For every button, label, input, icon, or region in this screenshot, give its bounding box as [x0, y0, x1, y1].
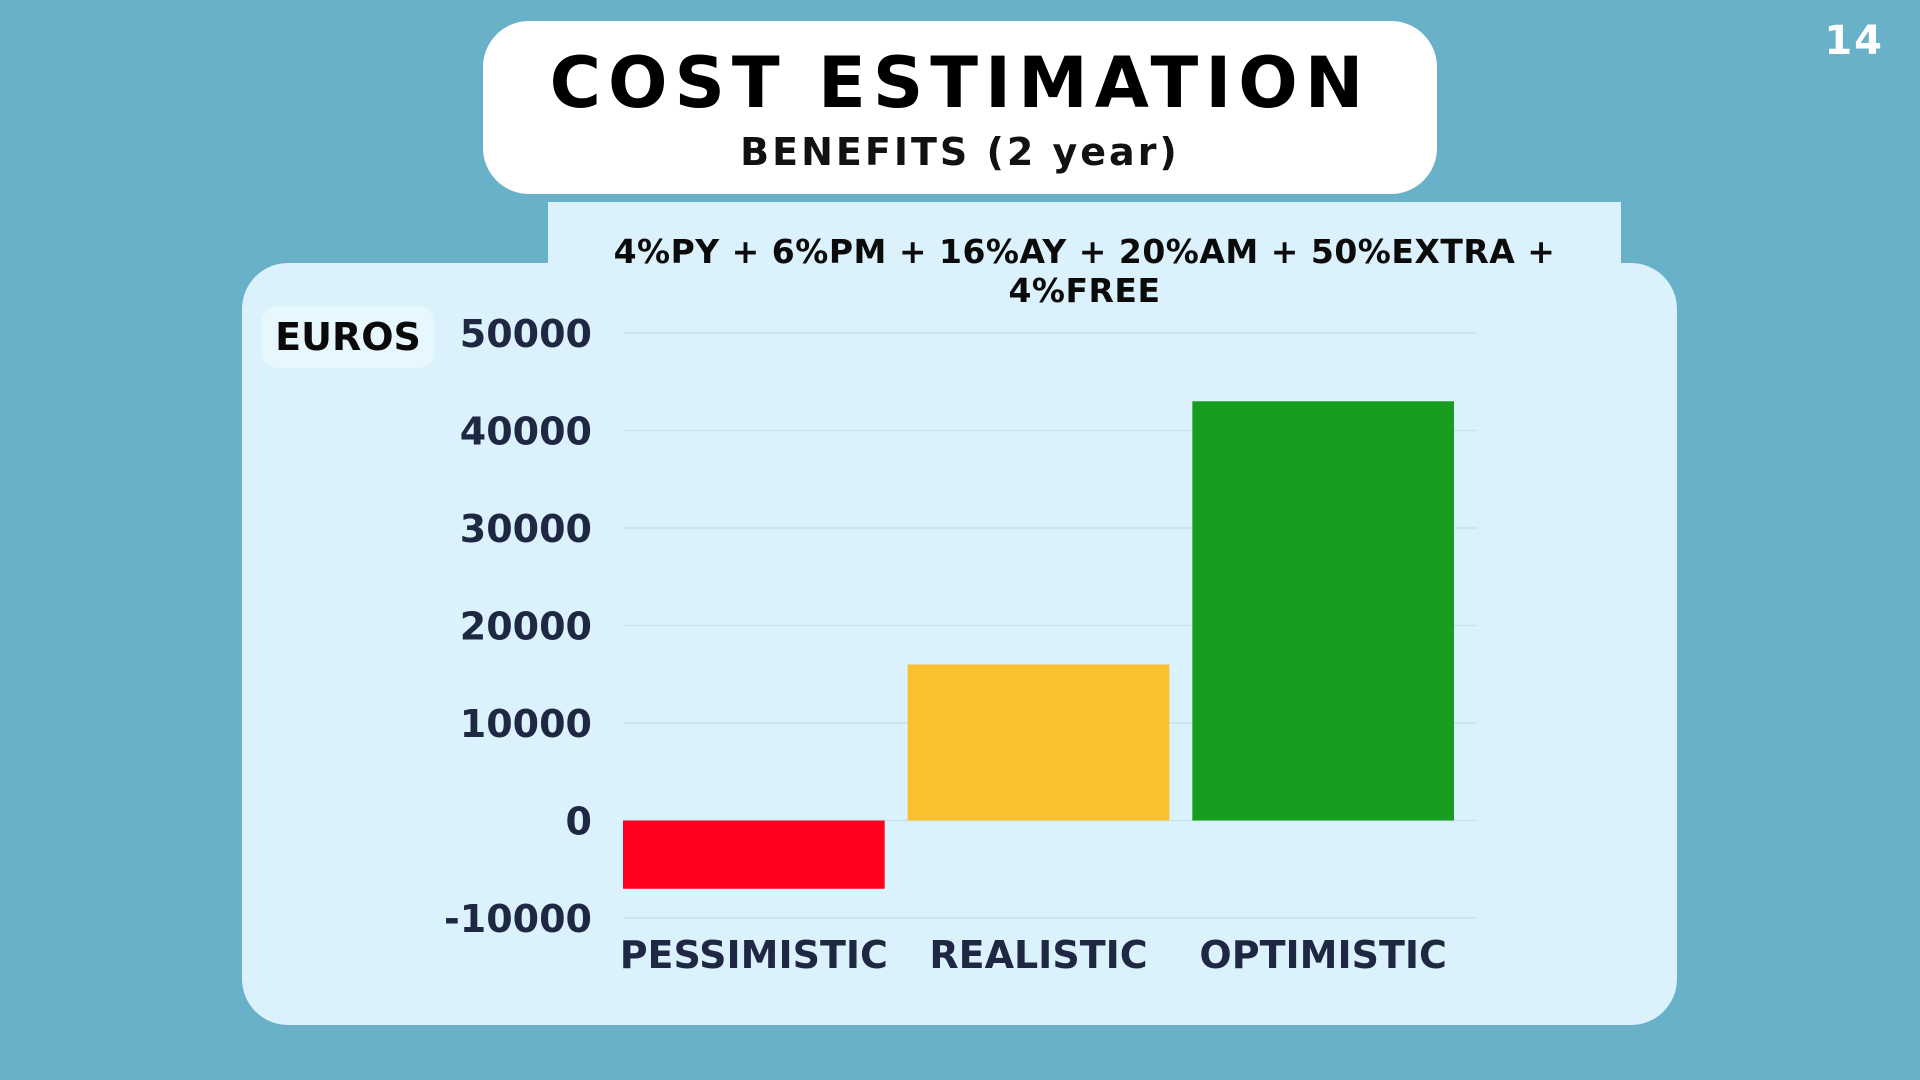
page-title: COST ESTIMATION	[549, 42, 1371, 124]
page-subtitle: BENEFITS (2 year)	[740, 129, 1180, 174]
y-tick-labels: 50000 40000 30000 20000 10000 0 -10000	[444, 312, 592, 941]
y-tick-label: -10000	[444, 897, 592, 941]
x-category-label-realistic: REALISTIC	[929, 933, 1147, 977]
title-card: COST ESTIMATION BENEFITS (2 year)	[483, 21, 1437, 194]
formula-banner: 4%PY + 6%PM + 16%AY + 20%AM + 50%EXTRA +…	[548, 202, 1621, 310]
y-tick-label: 20000	[460, 605, 592, 649]
bar-realistic	[907, 664, 1170, 821]
formula-text: 4%PY + 6%PM + 16%AY + 20%AM + 50%EXTRA +…	[613, 232, 1556, 310]
y-tick-label: 30000	[460, 507, 592, 551]
bar-pessimistic	[623, 820, 885, 889]
y-tick-label: 10000	[460, 702, 592, 746]
y-axis-unit-label: EUROS	[262, 306, 434, 368]
bars	[623, 401, 1454, 889]
slide-number: 14	[1824, 18, 1884, 64]
y-tick-label: 0	[566, 800, 592, 844]
x-category-label-optimistic: OPTIMISTIC	[1199, 933, 1446, 977]
y-tick-label: 50000	[460, 312, 592, 356]
x-category-label-pessimistic: PESSIMISTIC	[620, 933, 888, 977]
x-category-labels: PESSIMISTIC REALISTIC OPTIMISTIC	[620, 933, 1447, 977]
y-tick-label: 40000	[460, 410, 592, 454]
bar-optimistic	[1192, 401, 1454, 821]
